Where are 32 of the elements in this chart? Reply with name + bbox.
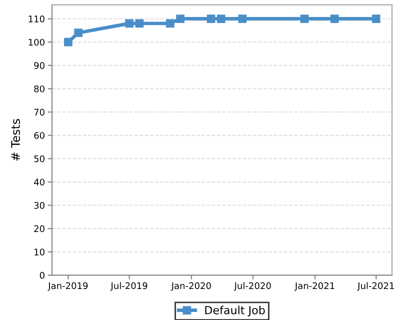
point (300, 14, 309, 23)
y-tick-label: 50 (34, 155, 44, 162)
point (206, 14, 216, 23)
point (330, 14, 339, 23)
y-tick-label: 10 (34, 248, 44, 256)
point (135, 19, 144, 28)
point (74, 28, 83, 37)
point (238, 14, 247, 23)
point (176, 14, 184, 23)
y-tick-label: 80 (34, 85, 44, 92)
point (125, 19, 134, 28)
point (166, 19, 174, 28)
legend-label: Default Job (205, 306, 265, 316)
x-tick-label: Jul-2020 (234, 282, 271, 291)
x-tick-label: Jan-2019 (48, 282, 88, 291)
y-tick-label: 30 (34, 202, 44, 209)
x-tick-label: Jul-2019 (110, 282, 148, 291)
point (216, 14, 226, 23)
y-tick-label: 90 (34, 62, 44, 69)
y-tick-label: 110 (28, 16, 44, 22)
y-tick-label: 100 (28, 38, 44, 46)
y-tick-label: 0 (40, 272, 44, 279)
y-tick-label: 60 (34, 132, 44, 139)
point (372, 14, 380, 23)
x-tick-label: Jan-2021 (294, 282, 334, 291)
x-tick-label: Jan-2020 (170, 282, 211, 291)
y-tick-label: 70 (34, 108, 44, 116)
y-axis-title: # Tests (11, 119, 20, 161)
y-tick-label: 40 (34, 178, 44, 186)
point (64, 38, 72, 46)
y-tick-label: 20 (34, 225, 44, 232)
x-tick-label: Jul-2021 (357, 282, 394, 291)
